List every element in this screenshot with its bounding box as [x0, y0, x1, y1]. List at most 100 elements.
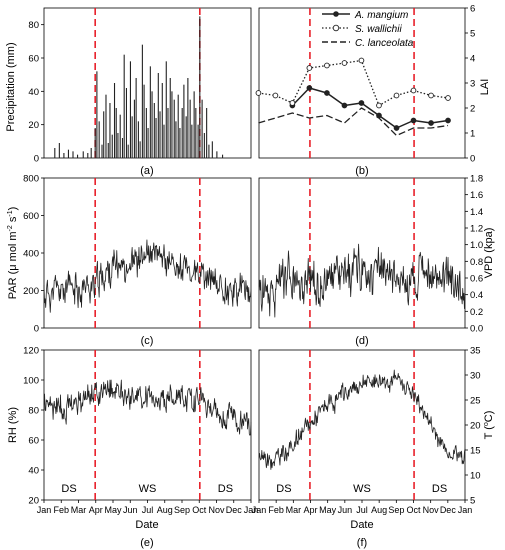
panel-e-ylabel: RH (%) — [7, 407, 19, 443]
panel-f-xlabel: Date — [350, 519, 373, 531]
x-tick-label: Aug — [157, 505, 173, 515]
lai-point — [358, 100, 365, 106]
legend-c-lanceolata-label: C. lanceolata — [355, 38, 414, 49]
y-tick-label: 0 — [470, 154, 475, 165]
panel-d-daily-line — [258, 243, 466, 318]
lai-point — [289, 100, 296, 106]
panel-e-label: (e) — [140, 537, 153, 549]
y-tick-label: 2 — [470, 104, 475, 115]
y-tick-label: 3 — [470, 79, 475, 90]
y-tick-label: 80 — [28, 406, 39, 417]
panel-e-daily-line — [43, 379, 252, 436]
y-tick-label: 40 — [28, 87, 39, 98]
y-tick-label: 6 — [470, 4, 475, 15]
x-tick-label: Oct — [192, 505, 207, 515]
y-tick-label: 0.2 — [470, 307, 483, 318]
y-tick-label: 0.4 — [470, 290, 483, 301]
x-tick-label: Jun — [338, 505, 353, 515]
lai-point — [324, 62, 330, 69]
x-tick-label: Feb — [268, 505, 284, 515]
lai-point — [376, 102, 382, 109]
y-tick-label: 80 — [28, 20, 39, 31]
panel-f-frame — [258, 349, 466, 501]
x-tick-label: Jan — [244, 505, 259, 515]
legend-s-wallichii-label: S. wallichii — [355, 24, 402, 35]
x-tick-label: Jan — [458, 505, 473, 515]
x-tick-label: Mar — [286, 505, 302, 515]
y-tick-label: 35 — [470, 346, 481, 357]
season-label: DS — [61, 483, 76, 495]
y-tick-label: 0 — [34, 154, 39, 165]
panel-b-legend: A. mangium S. wallichii C. lanceolata — [322, 10, 414, 49]
lai-point — [358, 57, 365, 64]
y-tick-label: 0.0 — [470, 324, 483, 335]
y-tick-label: 5 — [470, 496, 475, 507]
panel-d: VPD (kpa) 0.0 0.2 0.4 0.6 0.8 1.0 1.2 1.4 1.6 1.8… — [258, 174, 495, 347]
panel-d-plot: 0.0 0.2 0.4 0.6 0.8 1.0 1.2 1.4 1.6 1.8 — [258, 174, 483, 335]
y-tick-label: 600 — [23, 211, 39, 222]
y-tick-label: 40 — [28, 466, 39, 477]
y-tick-label: 20 — [28, 120, 39, 131]
lai-point — [306, 65, 313, 71]
y-tick-label: 1.4 — [470, 207, 483, 218]
y-tick-label: 5 — [470, 29, 475, 40]
panel-c-label: (c) — [141, 335, 154, 347]
y-tick-label: 1.8 — [470, 174, 483, 185]
y-tick-label: 800 — [23, 174, 39, 185]
panel-b: LAI 0 1 2 3 4 5 6 (b) A. mangium S. wallichii … — [255, 4, 491, 177]
lai-point — [272, 92, 279, 99]
panel-e-xlabel: Date — [135, 519, 158, 531]
season-label: WS — [353, 483, 371, 495]
lai-series-line — [258, 107, 449, 137]
panel-d-frame — [258, 177, 466, 329]
lai-series-line — [291, 87, 449, 129]
y-tick-label: 60 — [28, 436, 39, 447]
y-tick-label: 120 — [23, 346, 39, 357]
lai-point — [428, 120, 434, 126]
y-tick-label: 0.6 — [470, 274, 483, 285]
lai-point — [341, 60, 348, 66]
legend-s-wallichii-marker — [332, 24, 340, 32]
lai-point — [255, 90, 262, 96]
panel-f-daily-line — [258, 369, 466, 470]
y-tick-label: 15 — [470, 446, 481, 457]
y-tick-label: 0 — [34, 324, 39, 335]
lai-point — [393, 125, 400, 131]
y-tick-label: 1.2 — [470, 224, 483, 235]
season-label: WS — [139, 483, 157, 495]
x-tick-label: Aug — [371, 505, 387, 515]
x-tick-label: Dec — [440, 505, 457, 515]
lai-point — [324, 90, 330, 96]
y-tick-label: 25 — [470, 396, 481, 407]
lai-point — [410, 87, 417, 94]
panel-a-ylabel: Precipitation (mm) — [5, 42, 17, 131]
legend-a-mangium-label: A. mangium — [354, 10, 408, 21]
lai-point — [445, 95, 451, 101]
lai-point — [428, 92, 434, 99]
panel-f-label: (f) — [357, 537, 367, 549]
y-tick-label: 1.0 — [470, 240, 483, 251]
lai-series-line — [258, 59, 449, 107]
y-tick-label: 20 — [470, 421, 481, 432]
lai-point — [341, 102, 348, 109]
panel-e-frame — [43, 349, 252, 501]
x-tick-label: Jun — [123, 505, 138, 515]
y-tick-label: 0.8 — [470, 257, 483, 268]
panel-c-plot: 0 200 400 600 800 — [23, 174, 252, 335]
x-tick-label: Apr — [303, 505, 317, 515]
panel-b-plot: 0 1 2 3 4 5 6 — [255, 4, 475, 165]
lai-point — [410, 117, 417, 124]
y-tick-label: 4 — [470, 54, 475, 65]
x-tick-label: Feb — [53, 505, 69, 515]
x-tick-label: Oct — [406, 505, 421, 515]
x-tick-label: Jan — [252, 505, 267, 515]
x-tick-label: Dec — [226, 505, 243, 515]
y-tick-label: 30 — [470, 371, 481, 382]
legend-a-mangium-marker — [333, 11, 339, 17]
x-tick-label: Sep — [174, 505, 190, 515]
x-tick-label: Jul — [142, 505, 154, 515]
y-tick-label: 200 — [23, 286, 39, 297]
